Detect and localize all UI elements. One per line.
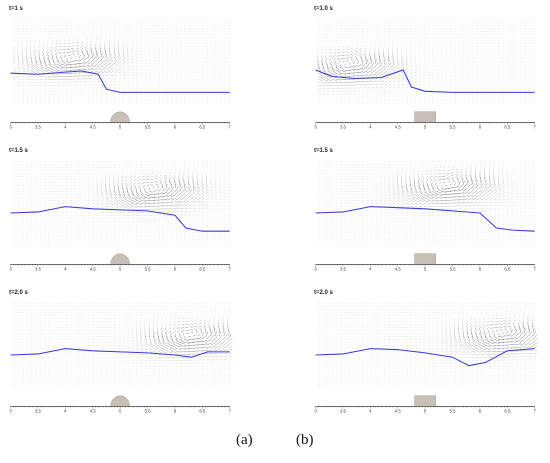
free-surface-line [10, 206, 230, 232]
velocity-field-svg: 3 3.5 4 4.5 5 5.5 6 6.5 7 [9, 160, 232, 271]
x-tick-label: 3.5 [35, 408, 42, 413]
velocity-field-svg: 3 3.5 4 4.5 5 5.5 6 6.5 7 [314, 302, 539, 413]
velocity-field-svg: 3 3.5 4 4.5 5 5.5 6 6.5 7 [9, 19, 232, 129]
x-tick-label: 3 [314, 266, 317, 271]
x-tick-label: 4.5 [90, 124, 97, 129]
semicircle-obstacle [110, 395, 130, 407]
x-tick-label: 4 [369, 408, 372, 413]
x-tick-label: 6 [174, 124, 177, 129]
x-tick-label: 4.5 [395, 266, 402, 271]
velocity-panel-b3: t=2.0 s 3 3.5 4 4.5 5 5.5 6 6.5 7 [310, 290, 545, 413]
x-tick-label: 4.5 [90, 408, 97, 413]
velocity-field-svg: 3 3.5 4 4.5 5 5.5 6 6.5 7 [9, 302, 233, 413]
x-tick-label: 5 [119, 408, 122, 413]
panel-title: t=1.5 s [9, 148, 28, 154]
x-tick-label: 4 [64, 408, 67, 413]
free-surface-line [10, 70, 230, 93]
x-tick-label: 6 [174, 408, 177, 413]
velocity-field-svg: 3 3.5 4 4.5 5 5.5 6 6.5 7 [314, 19, 537, 129]
x-tick-label: 6 [479, 124, 482, 129]
x-tick-label: 5.5 [450, 266, 457, 271]
x-tick-label: 3 [9, 266, 12, 271]
rectangle-obstacle [414, 253, 436, 265]
semicircle-obstacle [110, 253, 130, 265]
free-surface-line [315, 348, 535, 367]
x-tick-label: 4 [64, 266, 67, 271]
panel-title: t=1.0 s [314, 6, 333, 12]
x-tick-label: 5 [424, 124, 427, 129]
x-tick-label: 6.5 [199, 408, 206, 413]
rectangle-obstacle [414, 111, 436, 123]
x-tick-label: 6.5 [504, 266, 511, 271]
velocity-field-svg: 3 3.5 4 4.5 5 5.5 6 6.5 7 [314, 160, 537, 271]
x-tick-label: 5.5 [450, 124, 457, 129]
x-tick-label: 4.5 [395, 124, 402, 129]
x-tick-label: 5.5 [450, 408, 457, 413]
x-tick-label: 5.5 [145, 124, 152, 129]
velocity-panel-a1: t=1 s 3 3.5 4 4.5 5 5.5 6 6.5 7 [5, 6, 240, 129]
x-tick-label: 3.5 [35, 266, 42, 271]
velocity-vectors [13, 19, 230, 104]
x-tick-label: 7 [534, 408, 537, 413]
velocity-panel-a3: t=2.0 s 3 3.5 4 4.5 5 5.5 6 6.5 7 [5, 290, 240, 413]
x-tick-label: 3 [9, 408, 12, 413]
x-tick-label: 3 [9, 124, 12, 129]
x-tick-label: 4 [64, 124, 67, 129]
panel-title: t=1.5 s [314, 148, 333, 154]
panel-title: t=1 s [9, 6, 23, 12]
panel-title: t=2.0 s [314, 290, 333, 296]
x-tick-label: 7 [229, 124, 232, 129]
x-tick-label: 5 [119, 124, 122, 129]
x-tick-label: 7 [229, 408, 232, 413]
velocity-vectors [318, 160, 536, 246]
velocity-vectors [318, 302, 539, 388]
velocity-vectors [316, 19, 535, 104]
x-tick-label: 3 [314, 408, 317, 413]
x-tick-label: 4.5 [395, 408, 402, 413]
x-tick-label: 6 [174, 266, 177, 271]
x-tick-label: 5 [424, 266, 427, 271]
x-tick-label: 6 [479, 408, 482, 413]
x-tick-label: 7 [534, 266, 537, 271]
free-surface-line [10, 348, 230, 358]
x-tick-label: 6 [479, 266, 482, 271]
caption-a: (a) [236, 432, 253, 448]
velocity-panel-b2: t=1.5 s 3 3.5 4 4.5 5 5.5 6 6.5 7 [310, 148, 545, 271]
x-tick-label: 4 [369, 124, 372, 129]
x-tick-label: 6.5 [199, 124, 206, 129]
x-tick-label: 3 [314, 124, 317, 129]
x-tick-label: 3.5 [340, 266, 347, 271]
velocity-vectors [13, 160, 231, 246]
x-tick-label: 3.5 [340, 408, 347, 413]
x-tick-label: 5.5 [145, 408, 152, 413]
velocity-vectors [13, 302, 233, 388]
x-tick-label: 5 [424, 408, 427, 413]
rectangle-obstacle [414, 395, 436, 407]
free-surface-line [315, 69, 535, 93]
x-tick-label: 6.5 [504, 124, 511, 129]
x-tick-label: 4 [369, 266, 372, 271]
free-surface-line [315, 206, 535, 232]
x-tick-label: 3.5 [35, 124, 42, 129]
x-tick-label: 6.5 [199, 266, 206, 271]
caption-b: (b) [296, 432, 314, 448]
x-tick-label: 5.5 [145, 266, 152, 271]
x-tick-label: 3.5 [340, 124, 347, 129]
velocity-panel-a2: t=1.5 s 3 3.5 4 4.5 5 5.5 6 6.5 7 [5, 148, 240, 271]
x-tick-label: 7 [534, 124, 537, 129]
velocity-panel-b1: t=1.0 s 3 3.5 4 4.5 5 5.5 6 6.5 7 [310, 6, 545, 129]
x-tick-label: 4.5 [90, 266, 97, 271]
x-tick-label: 5 [119, 266, 122, 271]
x-tick-label: 6.5 [504, 408, 511, 413]
panel-title: t=2.0 s [9, 290, 28, 296]
semicircle-obstacle [110, 111, 130, 123]
x-tick-label: 7 [229, 266, 232, 271]
